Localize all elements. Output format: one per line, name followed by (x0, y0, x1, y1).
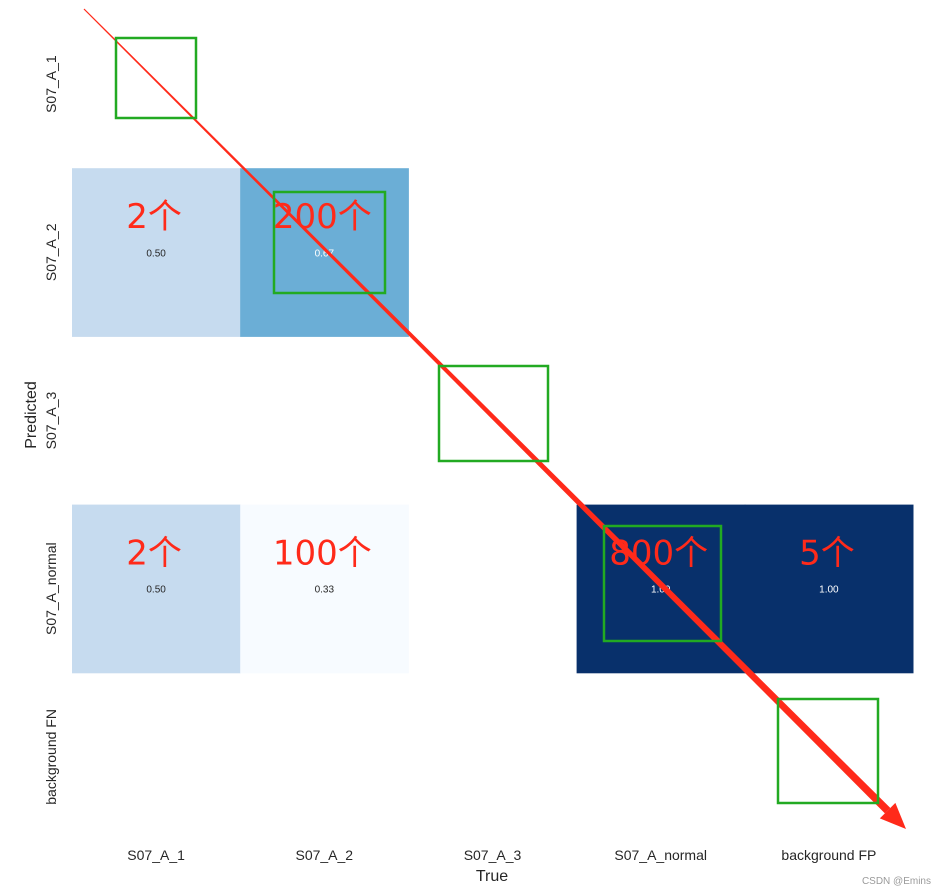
cell-value-label: 1.00 (651, 585, 671, 596)
x-tick-label: S07_A_2 (295, 847, 353, 863)
highlight-box (114, 36, 198, 120)
heatmap-cells (72, 168, 914, 674)
cell-value-label: 0.50 (146, 585, 166, 596)
cell-value-label: 0.50 (146, 248, 166, 259)
red-count-annotations: 2个 200个 2个 100个 800个 5个 (126, 197, 854, 573)
x-tick-label: S07_A_1 (127, 847, 185, 863)
watermark: CSDN @Emins (861, 876, 931, 887)
highlight-box (437, 364, 550, 463)
heatmap-cell (72, 504, 241, 674)
cell-value-label: 0.67 (315, 248, 335, 259)
x-tick-label: background FP (781, 847, 876, 863)
arrow-shaft (83, 8, 891, 814)
cell-value-label: 0.33 (315, 585, 335, 596)
y-tick-labels: S07_A_1 S07_A_2 S07_A_3 S07_A_normalbackgro… (43, 55, 59, 805)
y-tick-label: S07_A_1 (43, 55, 59, 113)
cell-value-labels: 0.50 0.67 0.50 0.33 1.00 1.00 (146, 248, 839, 595)
heatmap-cell (744, 504, 914, 674)
x-tick-label: S07_A_3 (464, 847, 522, 863)
heatmap-cell (72, 168, 241, 337)
count-annotation: 5个 (799, 534, 855, 574)
y-tick-label: S07_A_2 (43, 223, 59, 281)
count-annotation: 2个 (126, 197, 182, 237)
y-tick-label: background FN (43, 709, 59, 805)
arrow-head (879, 802, 906, 829)
highlight-box (272, 190, 387, 295)
count-annotation: 2个 (126, 534, 182, 574)
cell-value-label: 1.00 (819, 585, 839, 596)
highlight-boxes (114, 36, 880, 805)
x-tick-label: S07_A_normal (614, 847, 707, 863)
highlight-box (602, 524, 723, 643)
count-annotation: 100个 (273, 534, 372, 574)
heatmap-cell (240, 504, 409, 674)
y-tick-label: S07_A_3 (43, 391, 59, 449)
diagonal-arrow (83, 8, 906, 829)
y-axis-label: Predicted (23, 381, 40, 449)
x-tick-labels: S07_A_1 S07_A_2 S07_A_3 S07_A_normal backgro… (127, 847, 876, 863)
count-annotation: 200个 (273, 197, 372, 237)
heatmap-cell (240, 168, 409, 337)
x-axis-label: True (476, 868, 508, 885)
highlight-box (776, 697, 880, 805)
y-tick-label: S07_A_normal (43, 542, 59, 635)
count-annotation: 800个 (609, 534, 708, 574)
